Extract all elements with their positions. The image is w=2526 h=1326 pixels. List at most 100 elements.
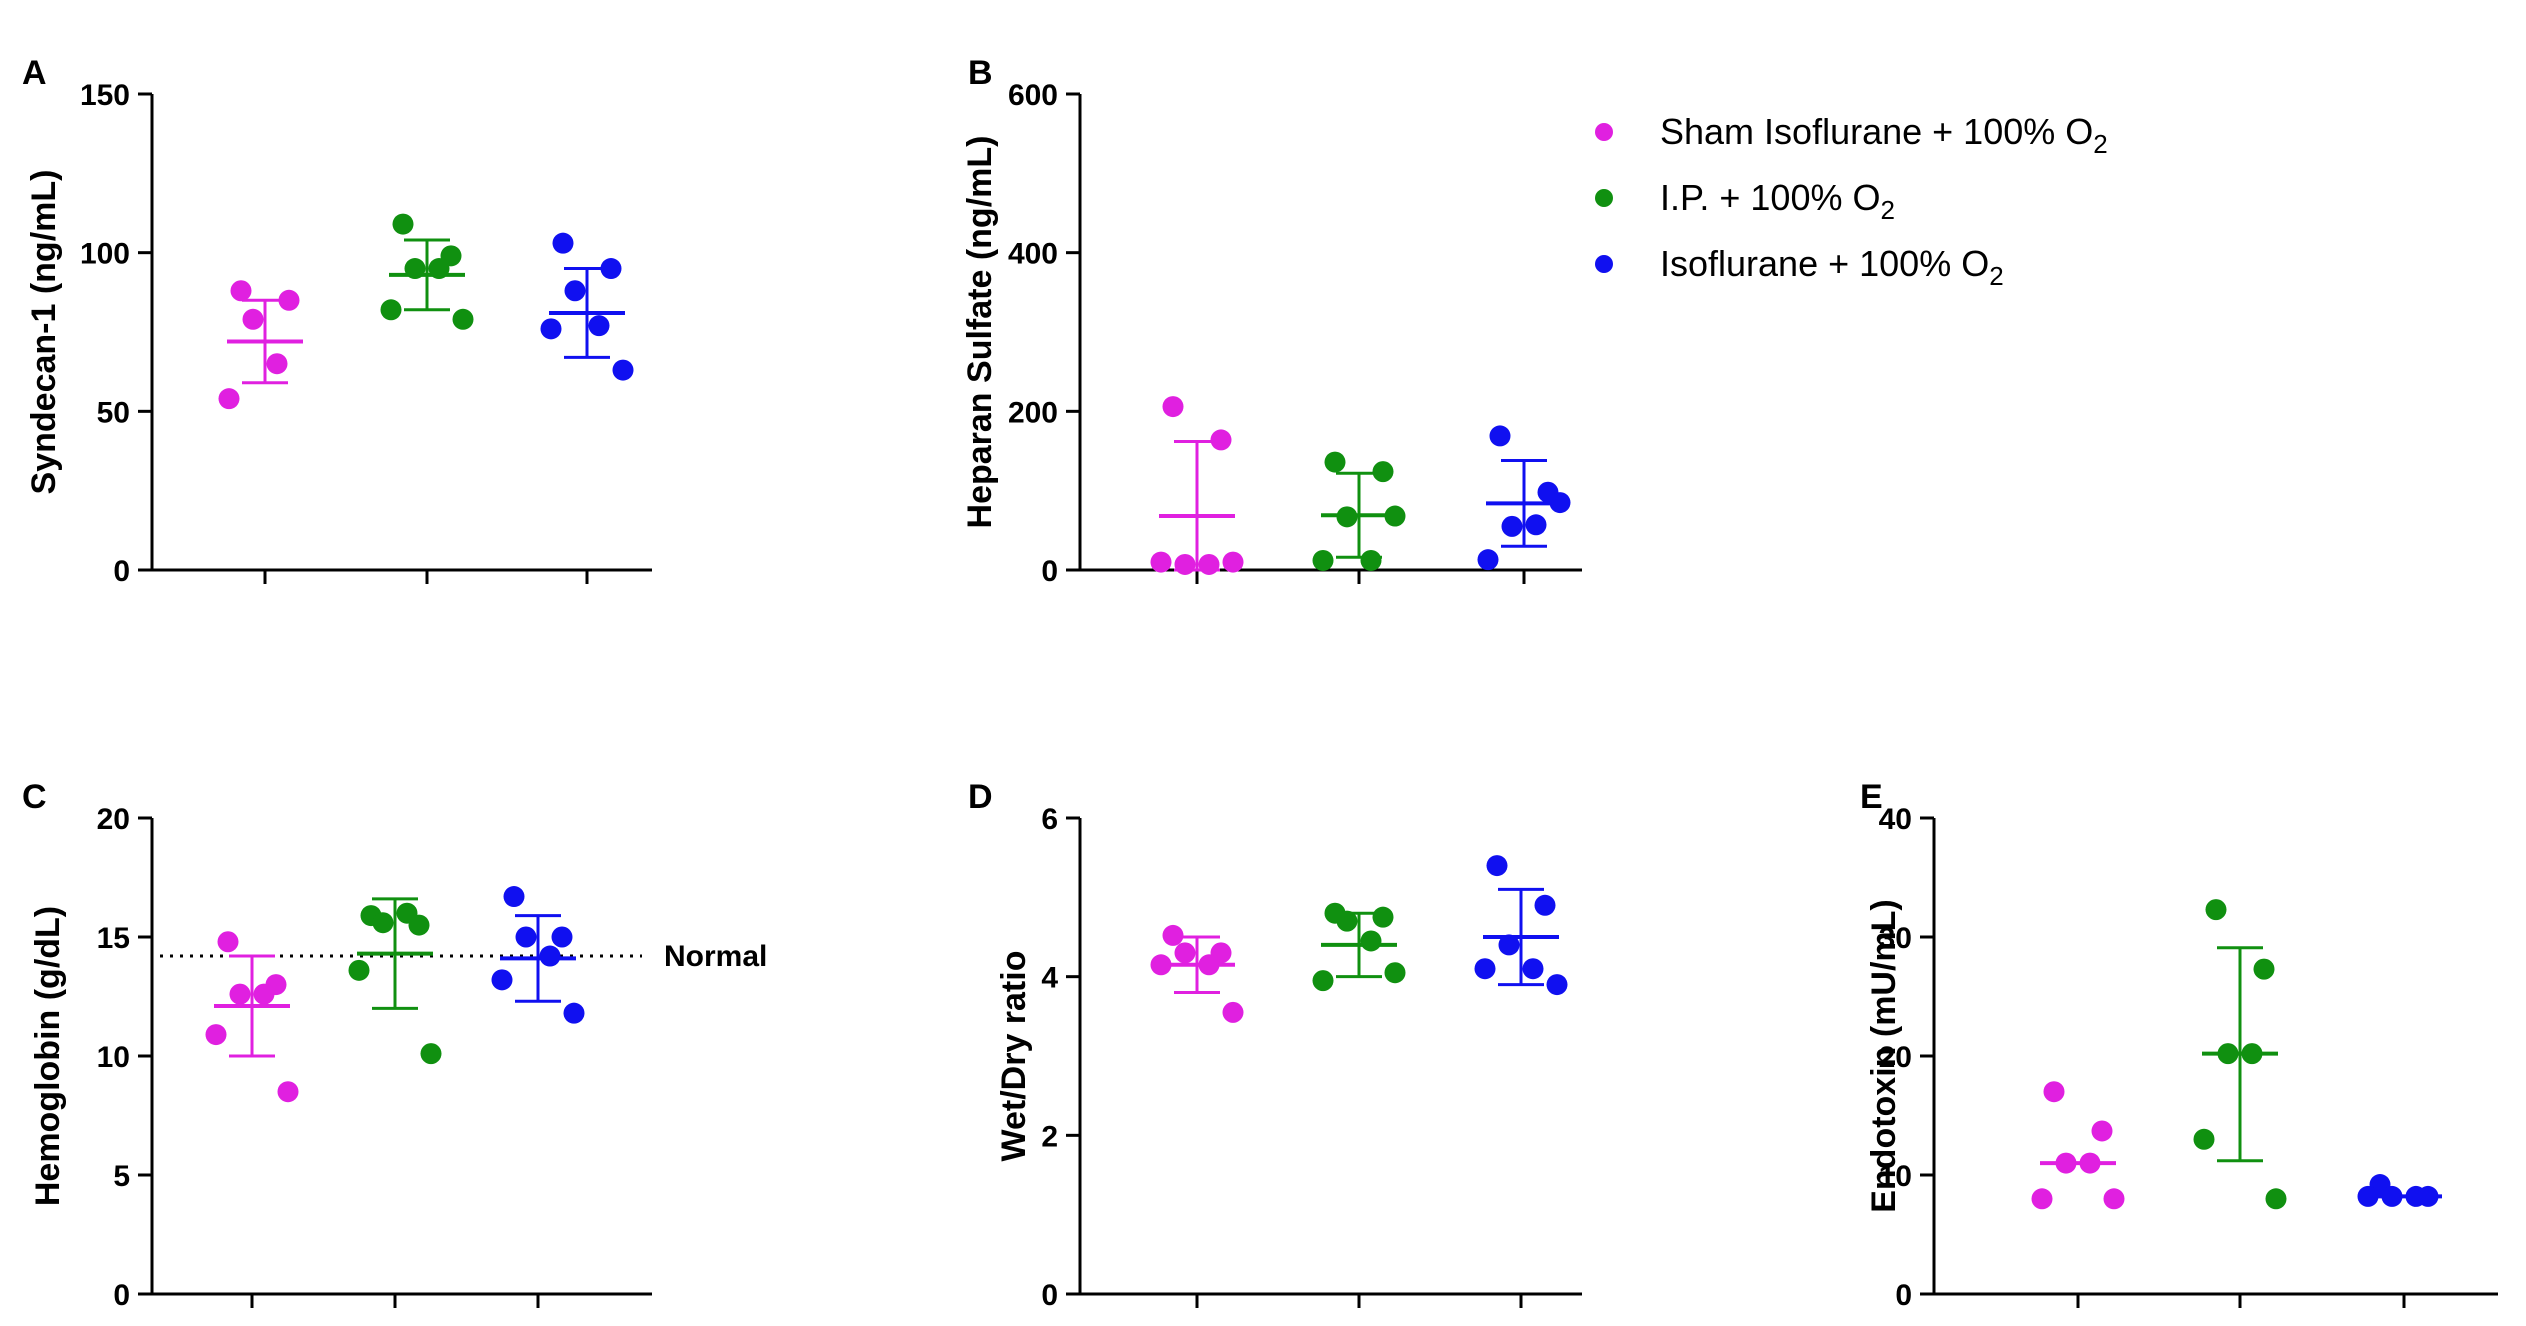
legend-item-iso: Isoflurane + 100% O2 [1595, 243, 2004, 291]
data-point [266, 353, 288, 375]
data-point [217, 931, 239, 953]
data-point [1360, 549, 1382, 571]
data-point [2205, 899, 2227, 921]
y-tick-label: 15 [97, 922, 130, 955]
data-point [1336, 910, 1358, 932]
y-tick-label: 100 [80, 238, 130, 271]
panel-letter: A [22, 54, 47, 92]
data-point [2193, 1128, 2215, 1150]
panel-letter: B [968, 54, 993, 92]
legend-subscript: 2 [1880, 195, 1894, 225]
data-point [396, 902, 418, 924]
series-sham [1150, 396, 1244, 575]
y-tick-label: 0 [113, 1279, 130, 1312]
y-tick-label: 600 [1008, 79, 1058, 112]
series-sham [218, 280, 303, 410]
data-point [563, 1002, 585, 1024]
legend: Sham Isoflurane + 100% O2 I.P. + 100% O2 I… [1595, 111, 2108, 291]
panel-c: C 0 5 10 15 20 Hemoglobin (g/dL) Normal [22, 778, 767, 1312]
data-point [1312, 549, 1334, 571]
legend-item-ip: I.P. + 100% O2 [1595, 177, 1895, 225]
series-sham [1150, 924, 1244, 1023]
y-tick-label: 20 [1879, 1041, 1912, 1074]
data-point [539, 945, 561, 967]
data-point [277, 1081, 299, 1103]
data-point [1360, 930, 1382, 952]
legend-marker [1595, 123, 1613, 141]
data-point [491, 969, 513, 991]
y-tick-label: 6 [1041, 803, 1058, 836]
data-point [1198, 553, 1220, 575]
data-point [1222, 551, 1244, 573]
data-point [1372, 461, 1394, 483]
data-point [229, 983, 251, 1005]
series-sham [205, 931, 299, 1103]
legend-label: I.P. + 100% O2 [1660, 177, 1895, 225]
series-ip [1312, 902, 1406, 992]
y-axis-label: Endotoxin (mU/mL) [1865, 899, 1903, 1213]
series-ip [380, 213, 474, 330]
y-tick-label: 10 [97, 1041, 130, 1074]
data-point [1150, 551, 1172, 573]
data-point [1174, 553, 1196, 575]
data-point [612, 359, 634, 381]
series-ip [1312, 451, 1406, 571]
data-point [1162, 396, 1184, 418]
legend-label: Sham Isoflurane + 100% O2 [1660, 111, 2108, 159]
data-point [1324, 451, 1346, 473]
data-point [420, 1043, 442, 1065]
data-point [1486, 855, 1508, 877]
data-point [1174, 942, 1196, 964]
panel-d: D 0 2 4 6 Wet/Dry ratio [968, 778, 1582, 1312]
data-point [2265, 1188, 2287, 1210]
data-point [1546, 974, 1568, 996]
data-point [1474, 958, 1496, 980]
data-point [540, 318, 562, 340]
data-point [600, 258, 622, 280]
y-tick-label: 400 [1008, 238, 1058, 271]
data-point [1477, 549, 1499, 571]
y-tick-label: 0 [1895, 1279, 1912, 1312]
legend-subscript: 2 [1989, 261, 2003, 291]
y-tick-label: 0 [1041, 555, 1058, 588]
data-point [372, 912, 394, 934]
data-point [515, 926, 537, 948]
y-tick-label: 40 [1879, 803, 1912, 836]
y-tick-label: 150 [80, 79, 130, 112]
data-point [564, 280, 586, 302]
legend-marker [1595, 255, 1613, 273]
data-point [230, 280, 252, 302]
panel-b: B 0 200 400 600 Heparan Sulfate (ng/mL) [961, 54, 1582, 588]
data-point [552, 232, 574, 254]
data-point [1210, 429, 1232, 451]
data-point [1534, 894, 1556, 916]
y-tick-label: 0 [1041, 1279, 1058, 1312]
data-point [551, 926, 573, 948]
series-ip [2193, 899, 2287, 1210]
data-point [2253, 958, 2275, 980]
data-point [1525, 514, 1547, 536]
y-tick-label: 2 [1041, 1120, 1058, 1153]
panel-e: E 0 10 20 30 40 Endotoxin (mU/mL) [1860, 778, 2498, 1312]
series-iso [1477, 425, 1571, 571]
y-tick-label: 4 [1041, 962, 1058, 995]
data-point [2031, 1188, 2053, 1210]
data-point [452, 308, 474, 330]
data-point [392, 213, 414, 235]
series-iso [2357, 1174, 2442, 1207]
series-iso [1474, 855, 1568, 996]
data-point [1498, 934, 1520, 956]
data-point [503, 886, 525, 908]
y-tick-label: 50 [97, 396, 130, 429]
data-point [205, 1024, 227, 1046]
data-point [1312, 970, 1334, 992]
reference-line-label: Normal [664, 940, 767, 973]
y-tick-label: 10 [1879, 1160, 1912, 1193]
data-point [1222, 1001, 1244, 1023]
data-point [278, 289, 300, 311]
data-point [1372, 906, 1394, 928]
y-tick-label: 20 [97, 803, 130, 836]
panel-letter: D [968, 778, 993, 816]
y-tick-label: 30 [1879, 922, 1912, 955]
